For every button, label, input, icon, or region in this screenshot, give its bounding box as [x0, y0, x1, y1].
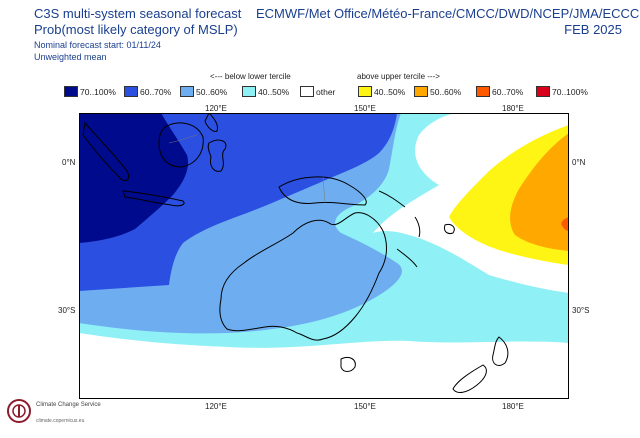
new-guinea-coast: [278, 176, 367, 206]
new-zealand-south-coast: [452, 364, 487, 393]
legend-item: 60..70%: [476, 86, 523, 97]
region-70-100-below: [79, 113, 189, 243]
legend-swatch: [124, 86, 138, 97]
legend-item: 40..50%: [242, 86, 289, 97]
coastlines: [82, 113, 509, 393]
title-line-1: C3S multi-system seasonal forecast: [34, 6, 242, 21]
borders: [168, 134, 326, 204]
legend-swatch: [476, 86, 490, 97]
legend-label: 70..100%: [80, 86, 116, 97]
lon-tick-top: 120°E: [205, 104, 227, 113]
legend-item: 60..70%: [124, 86, 171, 97]
region-60-70-above: [561, 217, 569, 231]
borneo-coast: [158, 122, 204, 168]
lon-tick-top: 150°E: [354, 104, 376, 113]
legend-item: other: [300, 86, 335, 97]
legend-item: 50..60%: [180, 86, 227, 97]
nominal-start: Nominal forecast start: 01/11/24: [34, 40, 161, 50]
sulawesi-coast: [207, 139, 227, 172]
tasmania-coast: [340, 356, 356, 372]
lon-tick-bottom: 180°E: [502, 402, 524, 411]
forecast-map: [79, 113, 569, 399]
title-line-2: Prob(most likely category of MSLP): [34, 22, 238, 37]
lon-tick-bottom: 120°E: [205, 402, 227, 411]
legend-item: 40..50%: [358, 86, 405, 97]
logo-title: Climate Change Service: [36, 402, 101, 408]
lat-tick-left: 0°N: [62, 158, 76, 167]
australia-coast: [219, 212, 387, 341]
lat-tick-right: 30°S: [572, 306, 590, 315]
legend-label: 50..60%: [430, 86, 462, 97]
java-coast: [122, 190, 185, 207]
legend-item: 70..100%: [536, 86, 588, 97]
new-caledonia-coast: [396, 248, 418, 268]
valid-month: FEB 2025: [564, 22, 622, 37]
new-zealand-north-coast: [492, 336, 509, 366]
below-tercile-label: <--- below lower tercile: [210, 72, 291, 81]
philippines-coast: [204, 113, 218, 132]
borneo-border: [168, 134, 198, 144]
map-frame: [79, 113, 569, 399]
legend-label: 60..70%: [492, 86, 524, 97]
legend-item: 70..100%: [64, 86, 116, 97]
legend-swatch: [64, 86, 78, 97]
legend-item: 50..60%: [414, 86, 461, 97]
legend-label: 40..50%: [258, 86, 290, 97]
fiji-coast: [444, 224, 455, 234]
logo-url: climate.copernicus.eu: [36, 418, 85, 424]
solomon-islands-coast: [378, 190, 406, 208]
lat-tick-right: 0°N: [572, 158, 586, 167]
legend-swatch: [414, 86, 428, 97]
above-tercile-label: above upper tercile --->: [357, 72, 440, 81]
vanuatu-coast: [414, 216, 421, 238]
legend-swatch: [536, 86, 550, 97]
systems-label: ECMWF/Met Office/Météo-France/CMCC/DWD/N…: [256, 6, 640, 21]
lat-tick-left: 30°S: [58, 306, 76, 315]
legend-swatch: [300, 86, 314, 97]
legend-swatch: [180, 86, 194, 97]
legend-swatch: [242, 86, 256, 97]
legend-label: 40..50%: [374, 86, 406, 97]
legend-swatch: [358, 86, 372, 97]
legend-label: 50..60%: [196, 86, 228, 97]
lon-tick-top: 180°E: [502, 104, 524, 113]
weighting-label: Unweighted mean: [34, 52, 107, 62]
copernicus-logo: Climate Change Service climate.copernicu…: [6, 396, 136, 430]
lon-tick-bottom: 150°E: [354, 402, 376, 411]
region-50-60-above: [510, 133, 569, 251]
legend-label: other: [316, 86, 336, 97]
legend-label: 70..100%: [552, 86, 588, 97]
sumatra-coast: [82, 121, 130, 182]
copernicus-emblem-icon: [7, 399, 31, 423]
png-border: [322, 176, 326, 204]
legend-label: 60..70%: [140, 86, 172, 97]
legend: 70..100% 60..70% 50..60% 40..50% other 4…: [0, 86, 640, 100]
